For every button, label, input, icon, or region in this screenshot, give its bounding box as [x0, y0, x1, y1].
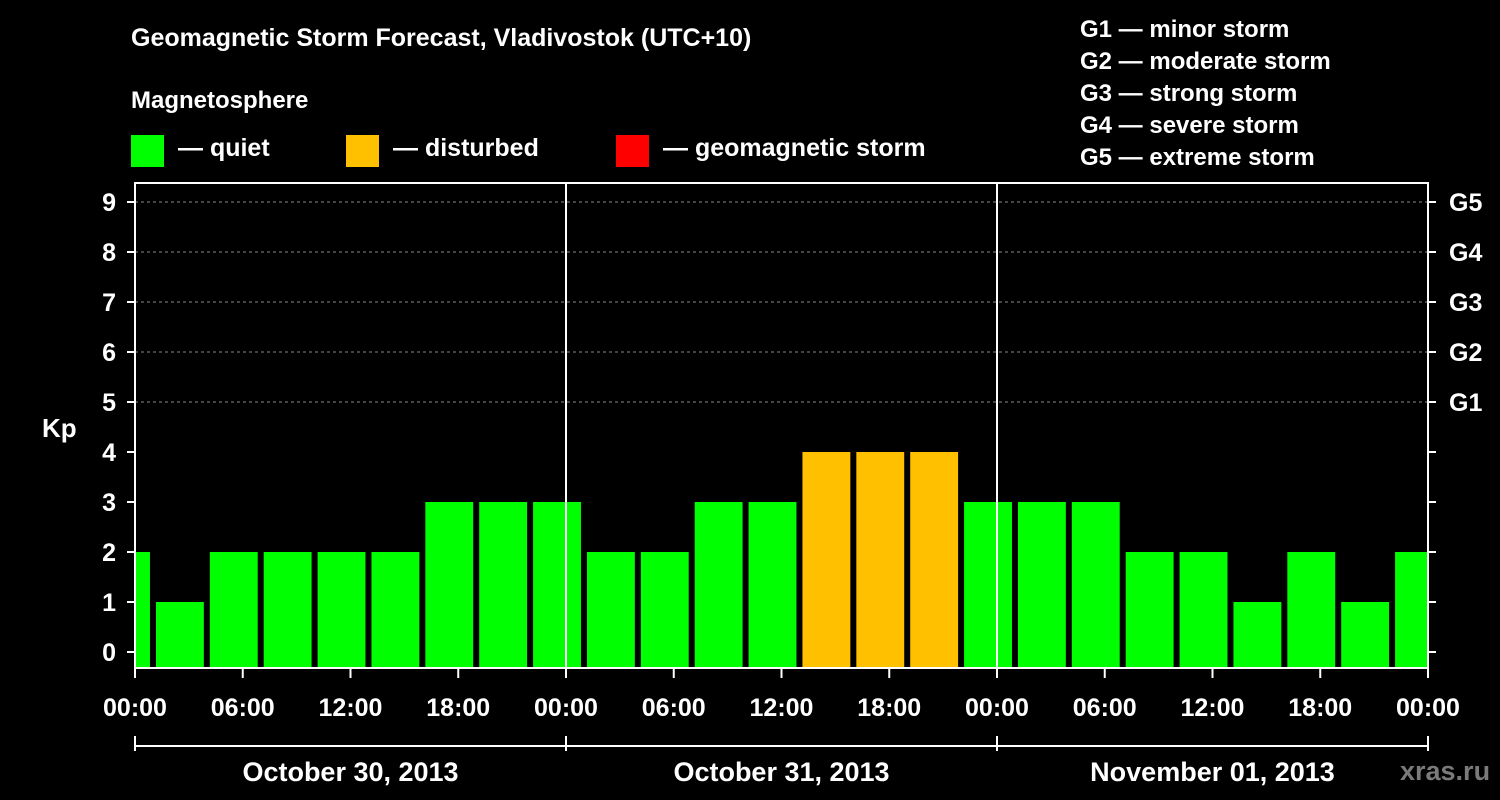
kp-bar-23: [1341, 602, 1390, 668]
kp-bar-12: [748, 502, 797, 668]
storm-scale-g2: G2 — moderate storm: [1080, 48, 1331, 75]
kp-bar-18: [1071, 502, 1120, 668]
day-label-2: November 01, 2013: [1090, 757, 1335, 787]
kp-bar-0: [135, 552, 150, 668]
kp-bar-17: [1017, 502, 1066, 668]
storm-scale-g5: G5 — extreme storm: [1080, 144, 1315, 171]
kp-bar-20: [1179, 552, 1228, 668]
kp-bar-14: [856, 452, 905, 668]
storm-scale-legend: G1 — minor storm G2 — moderate storm G3 …: [1080, 14, 1331, 174]
y-tick-label-4: 4: [102, 439, 116, 467]
kp-bar-2: [209, 552, 258, 668]
day-label-1: October 31, 2013: [673, 757, 889, 787]
x-tick-label-1: 06:00: [211, 694, 275, 722]
y-tick-label-2: 2: [102, 539, 116, 567]
kp-bar-7: [479, 502, 528, 668]
y-tick-label-7: 7: [102, 289, 116, 317]
x-tick-label-12: 00:00: [1396, 694, 1460, 722]
y-tick-label-0: 0: [102, 639, 116, 667]
kp-bar-11: [694, 502, 743, 668]
x-tick-label-10: 12:00: [1181, 694, 1245, 722]
kp-bar-1: [155, 602, 204, 668]
watermark: xras.ru: [1400, 756, 1491, 786]
legend-label-disturbed: — disturbed: [393, 134, 539, 162]
storm-scale-g3: G3 — strong storm: [1080, 80, 1298, 107]
kp-bar-5: [371, 552, 420, 668]
legend-label-quiet: — quiet: [178, 134, 270, 162]
x-tick-label-6: 12:00: [750, 694, 814, 722]
y-axis-label: Kp: [42, 413, 77, 443]
kp-bar-10: [640, 552, 689, 668]
kp-bar-16: [964, 502, 1012, 668]
x-tick-label-9: 06:00: [1073, 694, 1137, 722]
y-tick-label-8: 8: [102, 239, 116, 267]
chart-title: Geomagnetic Storm Forecast, Vladivostok …: [131, 24, 752, 52]
right-axis-label-g4: G4: [1449, 239, 1482, 267]
y-tick-label-3: 3: [102, 489, 116, 517]
legend-label-storm: — geomagnetic storm: [663, 134, 926, 162]
x-tick-label-4: 00:00: [534, 694, 598, 722]
legend-heading: Magnetosphere: [131, 87, 309, 114]
x-tick-label-3: 18:00: [426, 694, 490, 722]
legend-swatch-quiet: [131, 135, 164, 167]
right-axis-label-g5: G5: [1449, 189, 1482, 217]
kp-bar-15: [910, 452, 959, 668]
x-tick-label-2: 12:00: [319, 694, 383, 722]
x-tick-label-7: 18:00: [857, 694, 921, 722]
x-tick-label-11: 18:00: [1288, 694, 1352, 722]
kp-bar-19: [1125, 552, 1174, 668]
kp-bar-4: [317, 552, 366, 668]
kp-bar-6: [425, 502, 474, 668]
kp-bar-22: [1287, 552, 1336, 668]
legend-swatch-disturbed: [346, 135, 379, 167]
kp-bar-9: [586, 552, 635, 668]
kp-bar-21: [1233, 602, 1282, 668]
kp-bar-3: [263, 552, 312, 668]
kp-bar-24: [1395, 552, 1428, 668]
day-label-0: October 30, 2013: [242, 757, 458, 787]
storm-scale-g1: G1 — minor storm: [1080, 16, 1290, 43]
x-tick-label-0: 00:00: [103, 694, 167, 722]
kp-bar-8: [533, 502, 581, 668]
right-axis-label-g3: G3: [1449, 289, 1482, 317]
x-tick-label-5: 06:00: [642, 694, 706, 722]
x-tick-label-8: 00:00: [965, 694, 1029, 722]
storm-scale-g4: G4 — severe storm: [1080, 112, 1299, 139]
right-axis-label-g1: G1: [1449, 389, 1482, 417]
y-tick-label-1: 1: [102, 589, 116, 617]
y-tick-label-9: 9: [102, 189, 116, 217]
kp-bar-13: [802, 452, 851, 668]
y-tick-label-6: 6: [102, 339, 116, 367]
y-tick-label-5: 5: [102, 389, 116, 417]
right-axis-label-g2: G2: [1449, 339, 1482, 367]
legend-swatch-storm: [616, 135, 649, 167]
